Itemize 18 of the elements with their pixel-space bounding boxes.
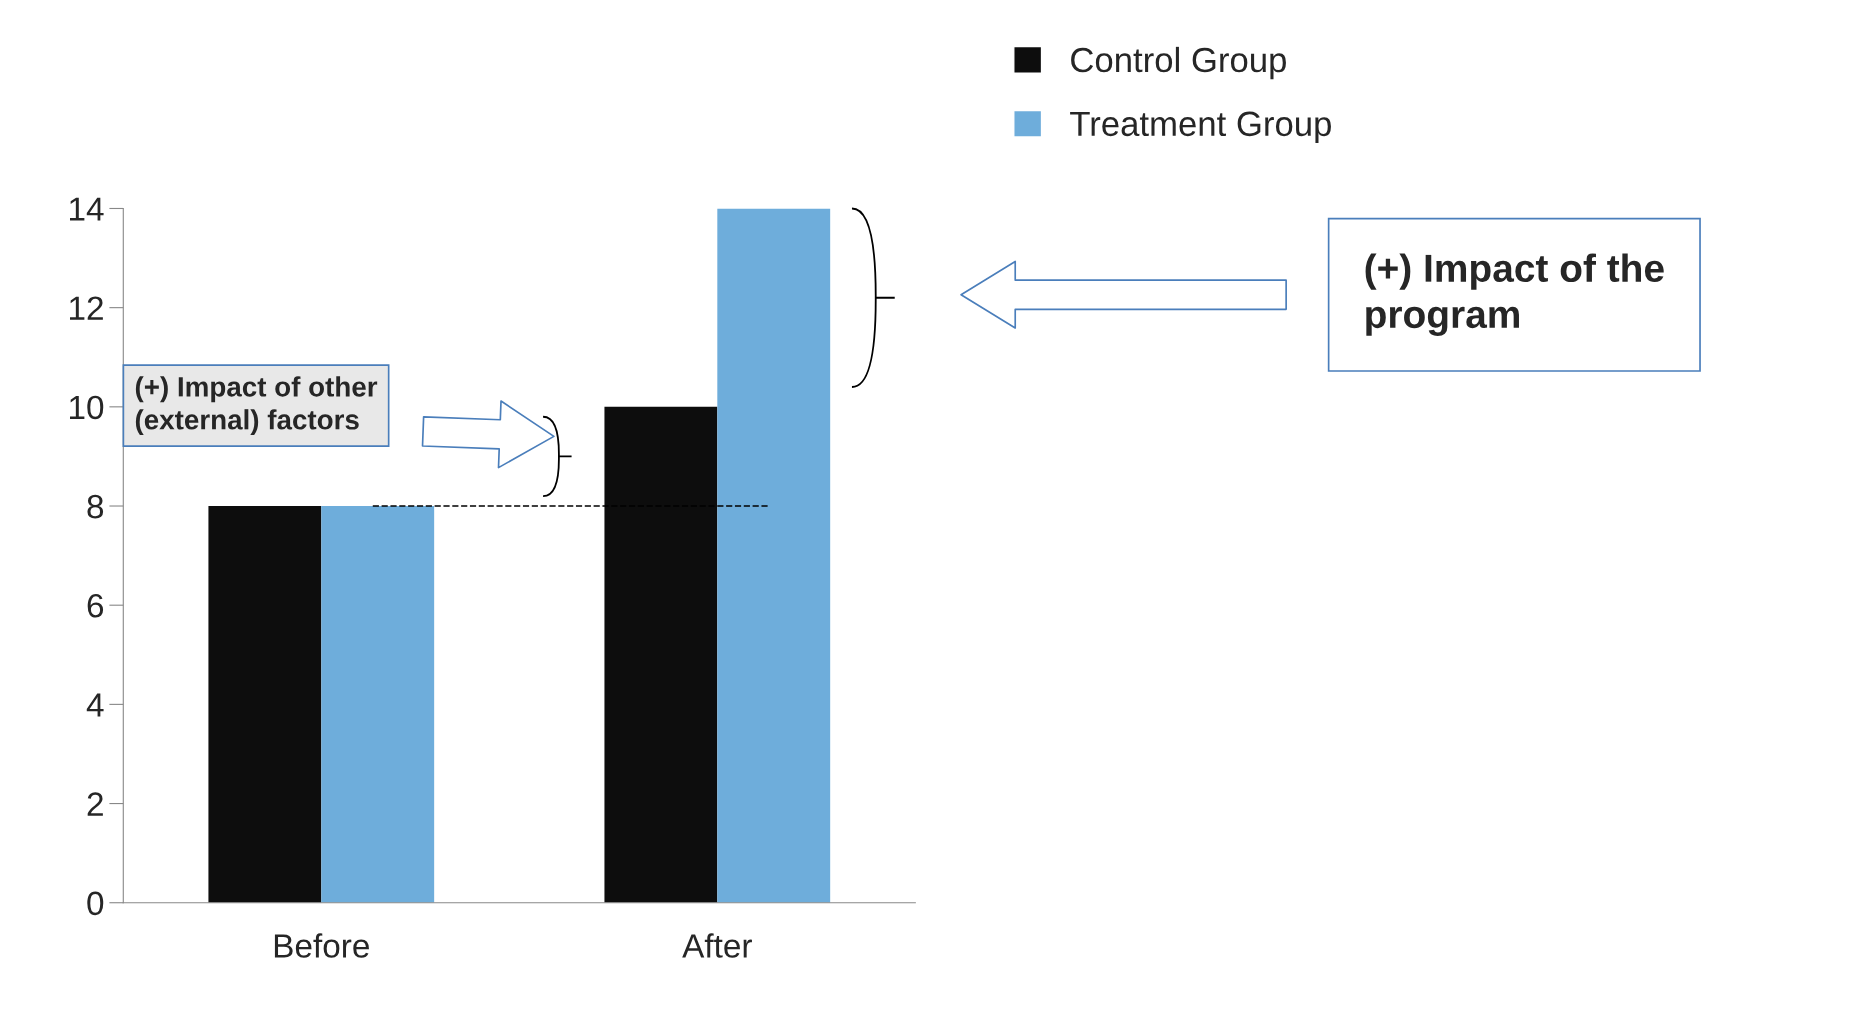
y-tick-label: 12 (70, 296, 103, 320)
y-tick-label: 0 (87, 891, 104, 916)
bar (604, 406, 718, 903)
bar (321, 506, 435, 903)
text: (+) Impact of the program (1365, 253, 1664, 337)
x-tick-label: Before (274, 933, 369, 958)
y-tick-label: 8 (87, 494, 104, 519)
legend-label: Control Group (1071, 46, 1286, 80)
legend-label: Treatment Group (1070, 111, 1331, 144)
x-tick-label: After (682, 933, 752, 958)
y-tick-label: 6 (87, 594, 104, 618)
y-tick-label: 10 (70, 395, 104, 420)
annotation: (+) Impact of other (external) factors (135, 376, 378, 436)
y-tick-label: 2 (87, 792, 103, 816)
bar (717, 208, 831, 903)
y-tick-label: 14 (70, 197, 104, 221)
y-tick-label: 4 (86, 693, 104, 717)
bar (208, 506, 322, 903)
